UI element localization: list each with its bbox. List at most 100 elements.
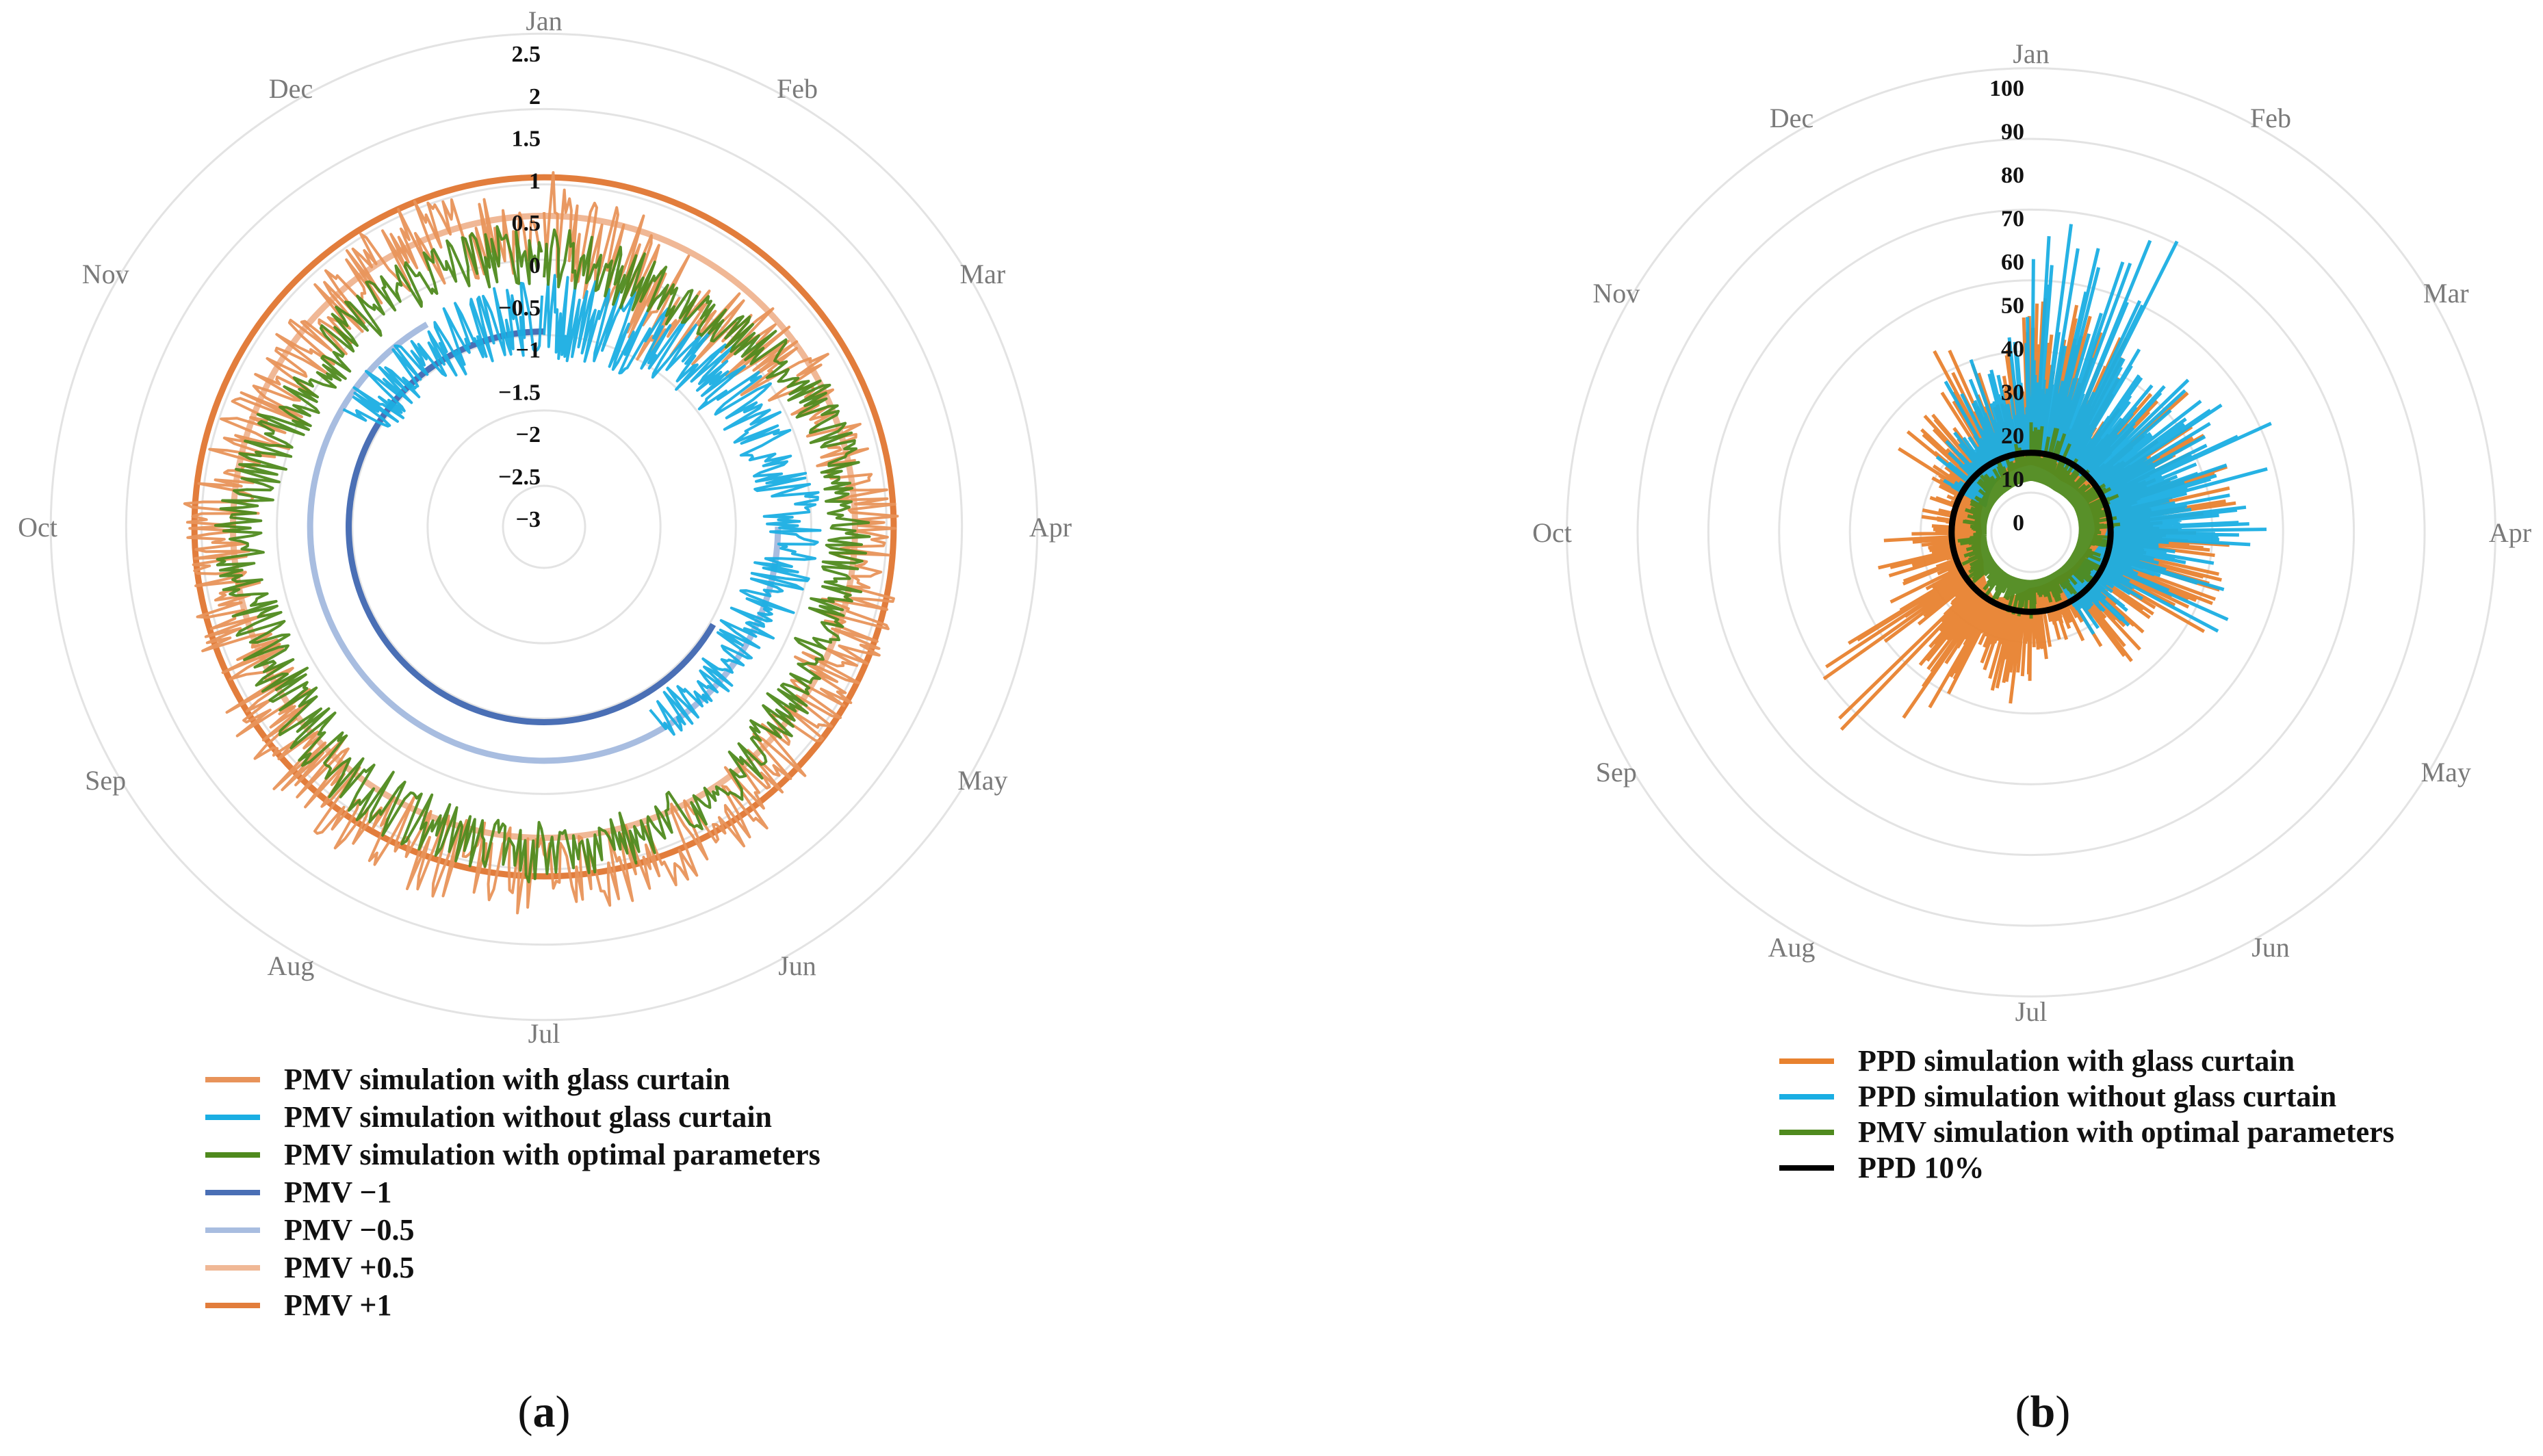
month-label-jun: Jun: [778, 950, 816, 981]
grid-ring: [49, 32, 1039, 1022]
tick-label: 0.5: [512, 211, 541, 236]
tick-label: 60: [2001, 250, 2024, 275]
series-trace-pmv-simulation-with-optimal-parameters: [214, 225, 871, 883]
legend-item: PMV −0.5: [205, 1213, 414, 1247]
ref-ppd-10: [1948, 450, 2114, 615]
month-label-mar: Mar: [2423, 278, 2469, 309]
month-label-oct: Oct: [1532, 517, 1572, 548]
legend-label: PMV simulation with glass curtain: [284, 1063, 730, 1096]
tick-label: 40: [2001, 337, 2024, 362]
tick-label: 80: [2001, 163, 2024, 188]
month-label-feb: Feb: [777, 73, 818, 104]
month-label-may: May: [2421, 757, 2471, 788]
grid-ring: [1778, 279, 2284, 785]
month-label-dec: Dec: [269, 73, 313, 104]
pmv-radar-chart: 2.5 2 1.5 1 0.5 0 −0.5 −1 −1.5 −2 −2.5 −3 Jan Feb Mar…: [18, 5, 1072, 1437]
tick-label: 70: [2001, 207, 2024, 232]
tick-label: −0.5: [498, 296, 541, 321]
legend-label: PMV simulation without glass curtain: [284, 1100, 772, 1134]
series-pmv-simulation-with-optimal-parameters: [214, 225, 871, 883]
tick-label: 2: [529, 84, 541, 109]
grid-ring: [1636, 138, 2426, 927]
month-label-jul: Jul: [2015, 996, 2048, 1027]
month-label-oct: Oct: [18, 512, 57, 543]
legend-label: PPD simulation with glass curtain: [1858, 1044, 2295, 1078]
pmv-series-traces: [183, 171, 899, 915]
tick-label: 0: [529, 253, 541, 278]
month-label-aug: Aug: [1768, 932, 1816, 963]
legend-label: PMV −1: [284, 1175, 391, 1209]
month-label-dec: Dec: [1770, 103, 1813, 133]
legend-item: PPD simulation with glass curtain: [1779, 1044, 2295, 1078]
tick-label: 1: [529, 168, 541, 194]
tick-label: −1: [516, 338, 541, 363]
month-label-jul: Jul: [528, 1018, 560, 1049]
month-label-nov: Nov: [1592, 278, 1640, 309]
legend-item: PMV +1: [205, 1288, 391, 1322]
month-label-jan: Jan: [2013, 38, 2049, 69]
legend-item: PMV simulation without glass curtain: [205, 1100, 772, 1134]
pmv-legend: PMV simulation with glass curtain PMV sim…: [205, 1063, 821, 1322]
tick-label: 10: [2001, 467, 2024, 493]
month-label-apr: Apr: [1029, 512, 1072, 543]
grid-ring: [1566, 67, 2496, 998]
month-label-may: May: [957, 765, 1007, 796]
tick-label: 20: [2001, 424, 2024, 449]
legend-item: PMV −1: [205, 1175, 391, 1209]
panel-a-label: (a): [518, 1387, 571, 1437]
tick-label: 90: [2001, 120, 2024, 145]
panel-b-label: (b): [2015, 1387, 2071, 1437]
grid-ring: [1990, 491, 2072, 573]
legend-label: PMV simulation with optimal parameters: [284, 1138, 821, 1171]
month-label-mar: Mar: [960, 259, 1006, 289]
series-trace-pmv-simulation-without-glass-curtain: [342, 274, 822, 736]
series-pmv-simulation-without-glass-curtain: [342, 274, 822, 736]
grid-ring: [502, 484, 586, 569]
legend-item: PMV simulation with optimal parameters: [1779, 1115, 2394, 1149]
legend-item: PMV simulation with optimal parameters: [205, 1138, 821, 1171]
tick-label: 50: [2001, 294, 2024, 319]
tick-label: 2.5: [512, 42, 541, 67]
legend-label: PPD simulation without glass curtain: [1858, 1080, 2336, 1113]
month-label-jan: Jan: [526, 5, 562, 36]
legend-label: PMV +1: [284, 1288, 391, 1322]
month-label-sep: Sep: [1596, 757, 1637, 788]
grid-ring: [1707, 208, 2355, 857]
legend-label: PPD 10%: [1858, 1151, 1985, 1184]
month-label-feb: Feb: [2250, 103, 2291, 133]
tick-label: 100: [1989, 76, 2024, 101]
grid-ring: [125, 107, 964, 946]
legend-item: PPD 10%: [1779, 1151, 1985, 1184]
pmv-radial-ticks: 2.5 2 1.5 1 0.5 0 −0.5 −1 −1.5 −2 −2.5 −3: [498, 42, 541, 532]
month-label-apr: Apr: [2489, 517, 2531, 548]
month-label-aug: Aug: [268, 950, 315, 981]
ref-pmv-1: [346, 328, 717, 725]
legend-label: PMV +0.5: [284, 1251, 414, 1284]
month-label-jun: Jun: [2251, 932, 2290, 963]
ppd-reference-lines: [1948, 450, 2114, 615]
pmv-month-labels: Jan Feb Mar Apr May Jun Jul Aug Sep Oct Nov Dec: [18, 5, 1072, 1049]
legend-label: PMV simulation with optimal parameters: [1858, 1115, 2394, 1149]
grid-ring: [426, 409, 662, 645]
tick-label: 30: [2001, 380, 2024, 406]
legend-item: PMV simulation with glass curtain: [205, 1063, 730, 1096]
legend-item: PMV +0.5: [205, 1251, 414, 1284]
month-label-nov: Nov: [82, 259, 129, 289]
grid-ring: [351, 334, 737, 720]
ppd-month-labels: Jan Feb Mar Apr May Jun Jul Aug Sep Oct Nov Dec: [1532, 38, 2531, 1027]
tick-label: −2: [516, 422, 541, 447]
legend-item: PPD simulation without glass curtain: [1779, 1080, 2336, 1113]
tick-label: −2.5: [498, 465, 541, 490]
month-label-sep: Sep: [85, 765, 126, 796]
tick-label: −3: [516, 507, 541, 532]
ppd-series-traces: [1822, 224, 2272, 731]
legend-label: PMV −0.5: [284, 1213, 414, 1247]
tick-label: 1.5: [512, 127, 541, 152]
ppd-grid-rings: [1566, 67, 2496, 998]
tick-label: −1.5: [498, 380, 541, 405]
tick-label: 0: [2013, 510, 2024, 536]
